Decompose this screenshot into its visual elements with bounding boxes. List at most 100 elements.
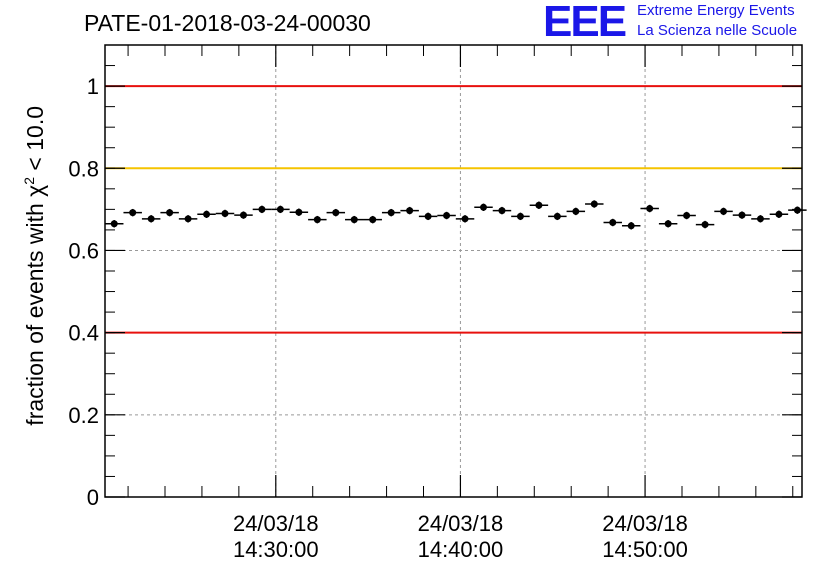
data-point bbox=[197, 210, 216, 218]
point-marker bbox=[701, 221, 709, 229]
point-marker bbox=[793, 206, 801, 214]
data-point bbox=[141, 215, 161, 223]
logo-line-1: Extreme Energy Events bbox=[637, 2, 795, 19]
grid-lines bbox=[105, 45, 802, 497]
data-point bbox=[695, 220, 715, 229]
point-marker bbox=[535, 201, 543, 209]
data-point bbox=[769, 210, 789, 218]
point-marker bbox=[683, 212, 691, 220]
point-marker bbox=[147, 215, 155, 223]
point-marker bbox=[775, 210, 783, 218]
point-marker bbox=[203, 210, 211, 218]
data-point bbox=[566, 207, 586, 216]
point-marker bbox=[424, 212, 432, 220]
point-marker bbox=[221, 209, 229, 217]
point-marker bbox=[461, 215, 469, 223]
data-point bbox=[400, 206, 419, 215]
data-point bbox=[640, 204, 659, 213]
data-point bbox=[178, 215, 198, 223]
data-point bbox=[363, 215, 382, 224]
y-tick-label: 0.8 bbox=[68, 156, 99, 181]
point-marker bbox=[295, 208, 303, 216]
point-marker bbox=[498, 207, 506, 215]
chart-title: PATE-01-2018-03-24-00030 bbox=[84, 10, 371, 36]
eee-logo: EEE bbox=[543, 0, 627, 46]
plot-frame bbox=[104, 44, 803, 498]
x-tick-label-time: 14:40:00 bbox=[418, 537, 504, 562]
point-marker bbox=[553, 212, 561, 220]
point-marker bbox=[646, 205, 654, 213]
point-marker bbox=[387, 209, 395, 217]
y-tick-label: 0.4 bbox=[68, 321, 99, 346]
data-point bbox=[326, 208, 346, 217]
point-marker bbox=[720, 207, 728, 215]
y-tick-label: 0.6 bbox=[68, 238, 99, 263]
point-marker bbox=[664, 220, 672, 228]
data-point bbox=[511, 212, 530, 221]
point-marker bbox=[590, 200, 598, 208]
y-axis-label-prefix: fraction of events with bbox=[21, 196, 48, 426]
point-marker bbox=[332, 209, 340, 217]
data-point bbox=[437, 211, 456, 220]
data-point bbox=[788, 206, 807, 214]
data-point bbox=[123, 208, 142, 217]
data-point bbox=[603, 218, 622, 227]
point-marker bbox=[184, 215, 192, 223]
data-point bbox=[105, 220, 124, 228]
y-axis-label-sup: 2 bbox=[21, 176, 38, 185]
data-point bbox=[714, 207, 733, 216]
point-marker bbox=[738, 211, 746, 219]
y-axis-label: fraction of events with χ2 < 10.0 bbox=[21, 76, 49, 456]
data-point bbox=[677, 211, 696, 220]
point-marker bbox=[516, 212, 524, 220]
point-marker bbox=[572, 207, 580, 215]
point-marker bbox=[756, 215, 764, 223]
data-point bbox=[418, 212, 438, 221]
data-point bbox=[289, 208, 309, 216]
point-marker bbox=[350, 216, 358, 224]
data-points bbox=[105, 200, 807, 230]
data-point bbox=[621, 222, 641, 230]
y-tick-labels: 0 0.2 0.4 0.6 0.8 1 bbox=[68, 74, 99, 510]
y-axis-label-chi: χ bbox=[21, 184, 48, 197]
point-marker bbox=[258, 205, 266, 213]
data-point bbox=[345, 215, 364, 224]
y-tick-label: 0 bbox=[87, 485, 99, 510]
point-marker bbox=[609, 219, 617, 227]
data-point bbox=[234, 211, 253, 219]
data-point bbox=[252, 205, 272, 214]
data-point bbox=[474, 203, 493, 212]
data-point bbox=[308, 215, 327, 224]
point-marker bbox=[166, 209, 174, 217]
data-point bbox=[529, 201, 549, 209]
data-point bbox=[732, 211, 752, 219]
x-tick-label-date: 24/03/18 bbox=[233, 511, 319, 536]
point-marker bbox=[110, 220, 118, 228]
x-tick-label-date: 24/03/18 bbox=[602, 511, 688, 536]
point-marker bbox=[129, 209, 137, 217]
data-point bbox=[215, 209, 235, 218]
x-tick-label-time: 14:50:00 bbox=[602, 537, 688, 562]
reference-lines bbox=[105, 85, 802, 334]
data-point bbox=[455, 215, 475, 223]
data-point bbox=[381, 208, 401, 217]
y-tick-label: 0.2 bbox=[68, 403, 99, 428]
point-marker bbox=[313, 216, 321, 224]
point-marker bbox=[480, 203, 488, 211]
data-point bbox=[585, 200, 604, 208]
data-point bbox=[492, 206, 512, 215]
point-marker bbox=[369, 216, 377, 224]
y-axis-label-suffix: < 10.0 bbox=[21, 105, 48, 177]
point-marker bbox=[239, 211, 247, 219]
data-point bbox=[271, 205, 290, 214]
point-marker bbox=[276, 205, 284, 213]
axis-ticks bbox=[105, 44, 802, 498]
data-point bbox=[160, 208, 179, 217]
point-marker bbox=[627, 222, 635, 230]
point-marker bbox=[443, 212, 451, 220]
x-tick-label-date: 24/03/18 bbox=[418, 511, 504, 536]
data-point bbox=[751, 215, 770, 223]
point-marker bbox=[406, 207, 414, 215]
y-tick-label: 1 bbox=[87, 74, 99, 99]
